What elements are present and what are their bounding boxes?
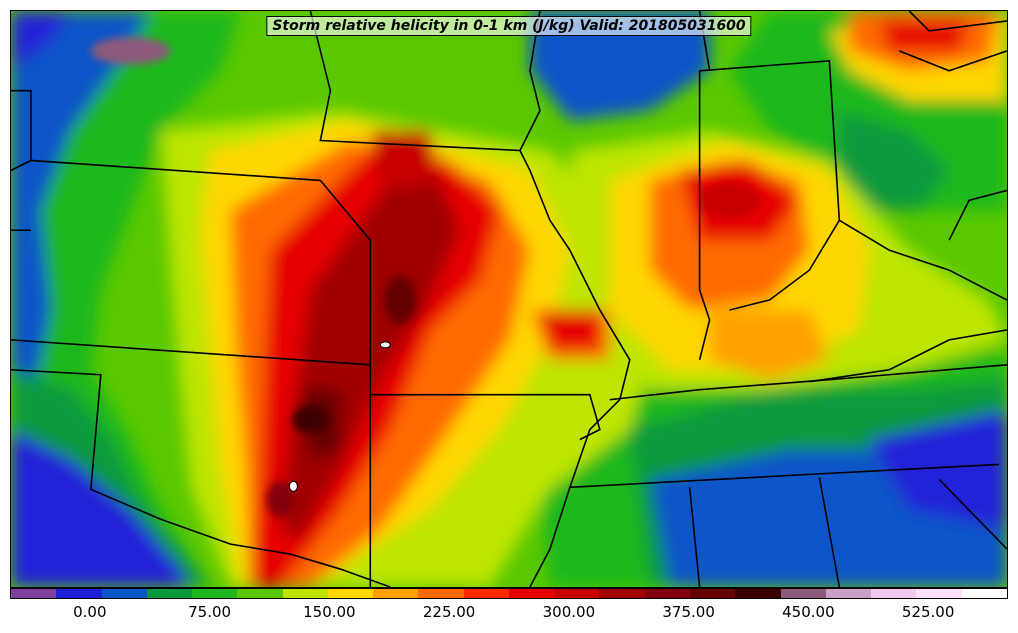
colorbar-swatch (418, 589, 464, 598)
colorbar-swatch (237, 589, 283, 598)
colorbar (10, 588, 1008, 599)
colorbar-swatch (871, 589, 917, 598)
colorbar-tick-label: 450.00 (782, 603, 835, 621)
colorbar-swatch (11, 589, 57, 598)
colorbar-tick-label: 0.00 (73, 603, 107, 621)
helicity-contour-fill (11, 11, 1007, 587)
helicity-peaks (90, 36, 760, 518)
colorbar-tick-label: 225.00 (422, 603, 476, 621)
colorbar-tick-label: 375.00 (662, 603, 715, 621)
colorbar-swatch (282, 589, 328, 598)
map-title: Storm relative helicity in 0-1 km (J/kg)… (266, 16, 752, 36)
helicity-field-map (11, 11, 1007, 587)
peak-highlights (288, 341, 391, 492)
state-boundaries (11, 11, 1007, 587)
colorbar-tick-label: 150.00 (303, 603, 356, 621)
colorbar-tick-label: 525.00 (901, 603, 955, 621)
colorbar-swatch (554, 589, 600, 598)
map-panel (10, 10, 1008, 588)
colorbar-swatch (599, 589, 645, 598)
colorbar-swatch (101, 589, 147, 598)
colorbar-swatch (780, 589, 826, 598)
colorbar-swatch (961, 589, 1007, 598)
colorbar-swatch (146, 589, 193, 598)
colorbar-swatch (735, 589, 781, 598)
colorbar-swatch (463, 589, 509, 598)
colorbar-swatch (373, 589, 419, 598)
colorbar-tick-label: 300.00 (542, 603, 596, 621)
colorbar-swatch (327, 589, 374, 598)
colorbar-swatch (508, 589, 555, 598)
colorbar-swatch (916, 589, 962, 598)
colorbar-tick-label: 75.00 (188, 603, 232, 621)
colorbar-swatch (192, 589, 238, 598)
colorbar-swatch (644, 589, 690, 598)
colorbar-swatch (56, 589, 102, 598)
colorbar-swatch (825, 589, 872, 598)
colorbar-swatch (689, 589, 736, 598)
